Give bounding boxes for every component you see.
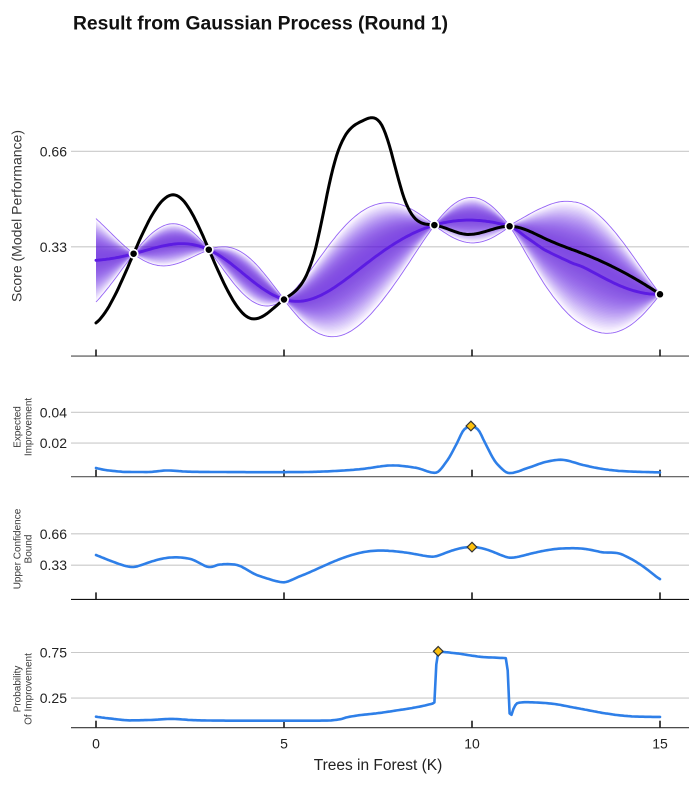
svg-text:0: 0 (92, 736, 100, 752)
svg-text:Of Improvement: Of Improvement (24, 653, 35, 725)
svg-text:Bound: Bound (24, 535, 35, 564)
svg-text:0.33: 0.33 (40, 557, 67, 573)
svg-text:10: 10 (464, 736, 480, 752)
svg-text:0.25: 0.25 (40, 690, 67, 706)
svg-text:0.33: 0.33 (40, 239, 67, 255)
svg-text:0.75: 0.75 (40, 645, 67, 661)
svg-text:0.66: 0.66 (40, 143, 67, 159)
svg-text:0.02: 0.02 (40, 435, 67, 451)
svg-text:Result from Gaussian Process (: Result from Gaussian Process (Round 1) (73, 14, 448, 35)
svg-text:Trees in Forest (K): Trees in Forest (K) (314, 757, 443, 774)
svg-text:0.66: 0.66 (40, 526, 67, 542)
svg-text:15: 15 (652, 736, 668, 752)
svg-text:Improvement: Improvement (24, 398, 35, 457)
svg-text:Upper Confidence: Upper Confidence (13, 508, 24, 589)
svg-text:Expected: Expected (13, 406, 24, 448)
svg-text:0.04: 0.04 (40, 404, 67, 420)
svg-text:Score (Model Performance): Score (Model Performance) (9, 130, 25, 302)
svg-text:Probability: Probability (13, 666, 24, 713)
svg-text:5: 5 (280, 736, 288, 752)
